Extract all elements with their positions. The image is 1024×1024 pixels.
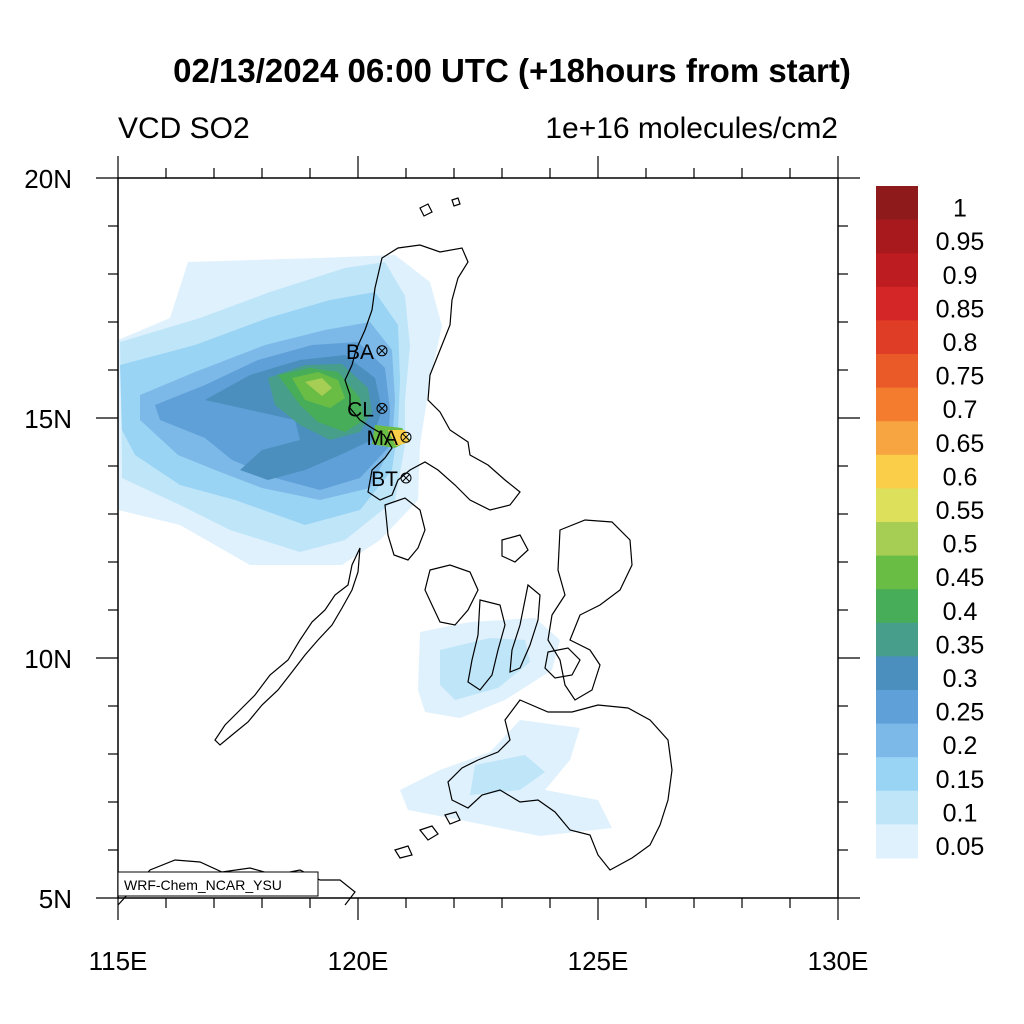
colorbar-swatch	[876, 354, 918, 389]
colorbar-label: 0.4	[943, 598, 978, 626]
colorbar-label: 0.6	[943, 463, 978, 491]
colorbar-label: 0.45	[936, 564, 985, 592]
colorbar-label: 0.5	[943, 531, 978, 559]
colorbar-label: 0.9	[943, 262, 978, 290]
y-tick-15n: 15N	[24, 404, 72, 434]
colorbar-swatch	[876, 522, 918, 557]
so2-field	[118, 255, 612, 836]
colorbar: 1 0.95 0.9 0.85 0.8 0.75 0.7 0.65 0.6 0.55 0.5 0.45…	[876, 186, 984, 861]
units-label: 1e+16 molecules/cm2	[545, 112, 838, 145]
station-label-ba: BA	[346, 341, 374, 364]
x-tick-130: 130E	[808, 946, 869, 976]
colorbar-swatch	[876, 622, 918, 657]
station-marker-cross	[378, 404, 386, 413]
colorbar-label: 0.7	[943, 396, 978, 424]
colorbar-label: 0.65	[936, 430, 985, 458]
colorbar-label: 0.3	[943, 665, 978, 693]
colorbar-swatch	[876, 387, 918, 422]
colorbar-swatch	[876, 824, 918, 859]
model-label: WRF-Chem_NCAR_YSU	[124, 877, 282, 893]
colorbar-swatch	[876, 219, 918, 254]
colorbar-swatch	[876, 454, 918, 489]
colorbar-swatch	[876, 186, 918, 221]
colorbar-label: 0.2	[943, 732, 978, 760]
colorbar-label: 0.8	[943, 329, 978, 357]
y-tick-10n: 10N	[24, 644, 72, 674]
station-marker	[400, 472, 412, 484]
colorbar-swatch	[876, 320, 918, 355]
variable-label: VCD SO2	[118, 112, 250, 145]
station-marker-cross	[402, 474, 410, 482]
colorbar-swatch	[876, 656, 918, 691]
station-marker-cross	[378, 346, 386, 355]
station-label-cl: CL	[347, 398, 374, 421]
x-tick-120: 120E	[328, 946, 389, 976]
station-label-ma: MA	[367, 427, 399, 450]
colorbar-swatch	[876, 589, 918, 624]
colorbar-swatch	[876, 555, 918, 590]
plot-title: 02/13/2024 06:00 UTC (+18hours from star…	[173, 52, 851, 89]
colorbar-swatch	[876, 790, 918, 825]
x-tick-125: 125E	[568, 946, 629, 976]
y-tick-5n: 5N	[39, 884, 72, 914]
colorbar-label: 0.55	[936, 497, 985, 525]
colorbar-label: 1	[953, 195, 967, 223]
model-label-box	[117, 871, 319, 897]
stations: BA CL MA BT	[346, 341, 412, 491]
colorbar-label: 0.75	[936, 363, 985, 391]
colorbar-label: 0.35	[936, 631, 985, 659]
x-tick-115: 115E	[89, 946, 148, 976]
colorbar-swatch	[876, 488, 918, 523]
station-marker	[376, 345, 388, 357]
colorbar-label: 0.05	[936, 833, 985, 861]
colorbar-label: 0.1	[943, 799, 978, 827]
colorbar-swatch	[876, 690, 918, 725]
coastlines	[117, 197, 673, 906]
colorbar-swatch	[876, 723, 918, 758]
colorbar-label: 0.25	[936, 699, 985, 727]
colorbar-label: 0.15	[936, 766, 985, 794]
colorbar-label: 0.95	[936, 228, 985, 256]
station-marker	[400, 431, 412, 443]
station-marker-cross	[402, 433, 410, 442]
colorbar-swatch	[876, 253, 918, 288]
station-label-bt: BT	[371, 468, 398, 491]
map-frame	[117, 177, 839, 899]
colorbar-swatch	[876, 421, 918, 456]
colorbar-swatch	[876, 286, 918, 321]
colorbar-label: 0.85	[936, 295, 985, 323]
y-tick-20n: 20N	[24, 164, 72, 194]
axis-ticks	[96, 156, 860, 920]
station-marker	[376, 402, 388, 414]
colorbar-swatch	[876, 757, 918, 792]
